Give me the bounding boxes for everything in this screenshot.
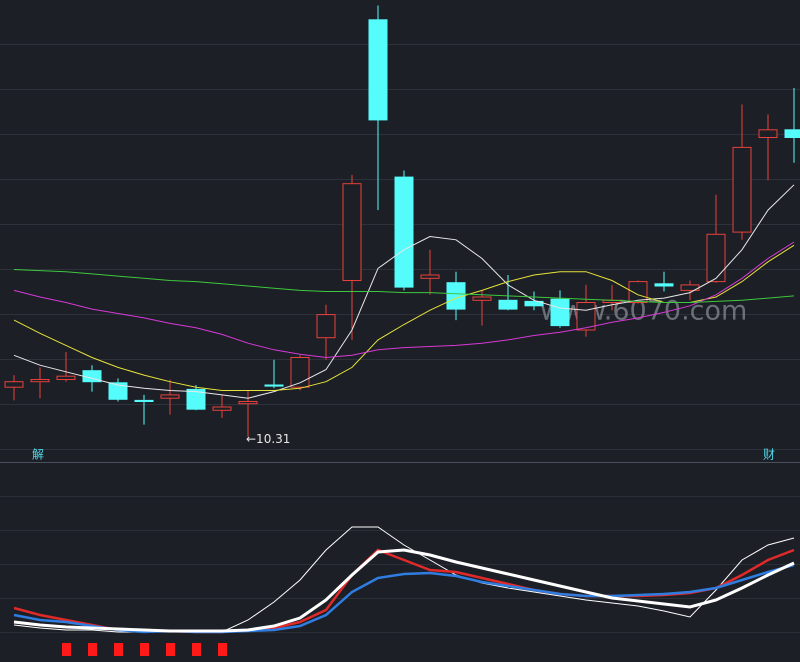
line-series <box>13 241 795 359</box>
signal-bar <box>218 643 227 656</box>
signal-bar <box>192 643 201 656</box>
candle-body <box>264 384 284 387</box>
event-marker: 财 <box>763 448 775 462</box>
candle-body <box>238 401 258 405</box>
candle-body <box>654 283 674 287</box>
line-series <box>13 548 795 633</box>
candle-body <box>394 176 414 288</box>
line-series <box>13 548 795 634</box>
candle-body <box>784 129 800 139</box>
candle-body <box>30 379 50 383</box>
candle-body <box>316 314 336 339</box>
candle-body <box>212 406 232 411</box>
candle-body <box>4 381 24 388</box>
candle-body <box>134 399 154 402</box>
line-series <box>13 563 795 634</box>
candle-body <box>342 183 362 281</box>
signal-bar <box>114 643 123 656</box>
candle-body <box>368 19 388 121</box>
line-series <box>13 184 795 399</box>
signal-bar <box>166 643 175 656</box>
signal-bar <box>62 643 71 656</box>
candle-body <box>758 129 778 139</box>
low-price-label: ←10.31 <box>246 432 290 446</box>
candle-body <box>290 357 310 388</box>
candle-body <box>472 296 492 301</box>
candle-body <box>108 382 128 400</box>
line-series <box>13 526 795 633</box>
candle-body <box>420 274 440 279</box>
line-series <box>13 269 795 303</box>
candle-body <box>576 302 596 331</box>
candle-body <box>550 298 570 327</box>
candle-body <box>628 281 648 304</box>
candle-body <box>160 394 180 399</box>
candle-body <box>56 375 76 381</box>
signal-bar <box>88 643 97 656</box>
event-marker: 解 <box>32 448 44 462</box>
candle-body <box>706 233 726 283</box>
candle-body <box>186 388 206 410</box>
candle-body <box>498 299 518 310</box>
candle-body <box>732 146 752 233</box>
candle-body <box>524 300 544 307</box>
signal-bar <box>140 643 149 656</box>
